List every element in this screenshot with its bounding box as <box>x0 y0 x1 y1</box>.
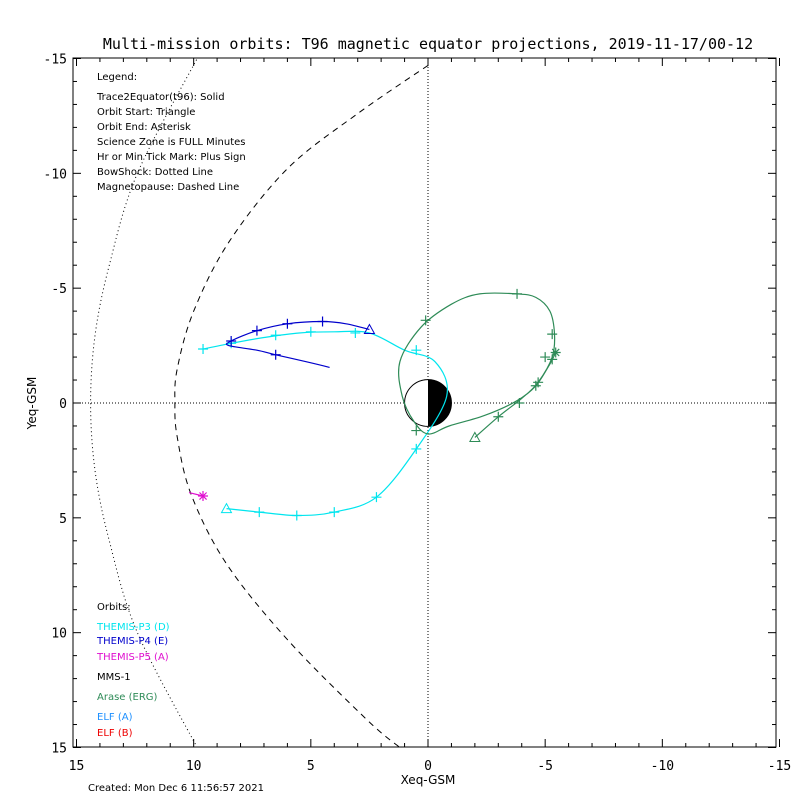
orbit-label: ELF (A) <box>97 712 133 723</box>
legend-item: Orbit Start: Triangle <box>97 107 195 118</box>
orbits-heading: Orbits: <box>97 602 131 613</box>
y-axis-label: Yeq-GSM <box>25 377 39 431</box>
earth-nightside <box>428 379 452 427</box>
y-tick-label: 10 <box>51 627 67 642</box>
x-tick-label: 10 <box>186 759 202 774</box>
orbit-tick-themis-p3-d <box>371 492 382 503</box>
x-tick-label: -5 <box>537 759 553 774</box>
x-tick-label: -10 <box>651 759 674 774</box>
y-tick-label: 0 <box>59 397 67 412</box>
legend-item: Hr or Min Tick Mark: Plus Sign <box>97 152 246 163</box>
x-axis-label: Xeq-GSM <box>401 773 456 787</box>
orbit-tick-themis-p3-d <box>350 327 361 338</box>
orbit-tick-themis-p3-d <box>305 326 316 337</box>
x-tick-label: 0 <box>424 759 432 774</box>
orbit-tick-themis-p4-e <box>317 316 328 327</box>
y-tick-label: -5 <box>51 282 67 297</box>
orbits-legend: Orbits: THEMIS-P3 (D) THEMIS-P4 (E) THEM… <box>96 602 170 739</box>
legend: Legend: Trace2Equator(t96): Solid Orbit … <box>96 72 246 193</box>
orbit-end-arase-erg <box>550 347 561 358</box>
legend-item: Magnetopause: Dashed Line <box>97 182 239 193</box>
orbit-tick-arase-erg <box>547 329 558 340</box>
orbit-label: ELF (B) <box>97 728 133 739</box>
orbit-start-arase-erg <box>469 431 481 442</box>
orbit-tick-themis-p4-e <box>251 325 262 336</box>
orbit-tick-arase-erg <box>514 398 525 408</box>
legend-item: Science Zone is FULL Minutes <box>97 137 246 148</box>
orbit-tick-themis-p4-e <box>282 318 293 329</box>
legend-item: BowShock: Dotted Line <box>97 167 213 178</box>
orbit-tick-themis-p3-d <box>270 330 281 341</box>
y-tick-label: 15 <box>51 742 67 757</box>
orbit-tick-themis-p4-e <box>270 349 281 360</box>
magnetopause-line <box>174 64 429 747</box>
created-timestamp: Created: Mon Dec 6 11:56:57 2021 <box>88 783 264 794</box>
y-tick-label: -15 <box>44 53 67 68</box>
orbit-tick-themis-p3-d <box>198 344 209 355</box>
y-tick-label: -10 <box>44 167 67 182</box>
orbit-label: THEMIS-P5 (A) <box>96 652 169 663</box>
orbit-tick-arase-erg <box>512 288 523 299</box>
orbit-tick-arase-erg <box>530 380 541 391</box>
bowshock-line <box>90 58 199 747</box>
orbit-tick-arase-erg <box>411 425 422 436</box>
orbit-tick-arase-erg <box>493 411 504 422</box>
orbit-track-arase-erg <box>398 292 557 438</box>
orbit-start-themis-p3-d <box>220 502 233 514</box>
orbit-tick-arase-erg <box>420 315 431 326</box>
orbit-end-themis-p5-a <box>198 491 208 501</box>
orbit-tick-arase-erg <box>540 352 551 363</box>
y-tick-label: 5 <box>59 512 67 527</box>
orbit-tick-arase-erg <box>547 354 558 365</box>
orbit-track-themis-p3-d <box>202 330 449 517</box>
x-tick-label: 15 <box>69 759 85 774</box>
x-tick-label: -15 <box>768 759 791 774</box>
orbit-start-themis-p4-e <box>363 323 376 335</box>
orbit-label: THEMIS-P3 (D) <box>96 622 170 633</box>
legend-heading: Legend: <box>97 72 137 83</box>
orbit-tick-themis-p3-d <box>329 507 340 518</box>
orbit-label: Arase (ERG) <box>97 692 158 703</box>
legend-item: Orbit End: Asterisk <box>97 122 191 133</box>
orbit-tick-themis-p4-e <box>226 335 237 346</box>
orbit-tick-themis-p3-d <box>254 507 265 518</box>
x-tick-label: 5 <box>307 759 315 774</box>
orbit-label: THEMIS-P4 (E) <box>96 636 168 647</box>
orbit-tick-themis-p3-d <box>411 345 422 356</box>
plot-area <box>73 58 776 747</box>
orbit-tick-themis-p3-d <box>411 443 422 454</box>
orbit-label: MMS-1 <box>97 672 131 683</box>
legend-item: Trace2Equator(t96): Solid <box>96 92 225 103</box>
orbit-tick-themis-p3-d <box>291 510 302 521</box>
chart-title: Multi-mission orbits: T96 magnetic equat… <box>103 35 753 53</box>
